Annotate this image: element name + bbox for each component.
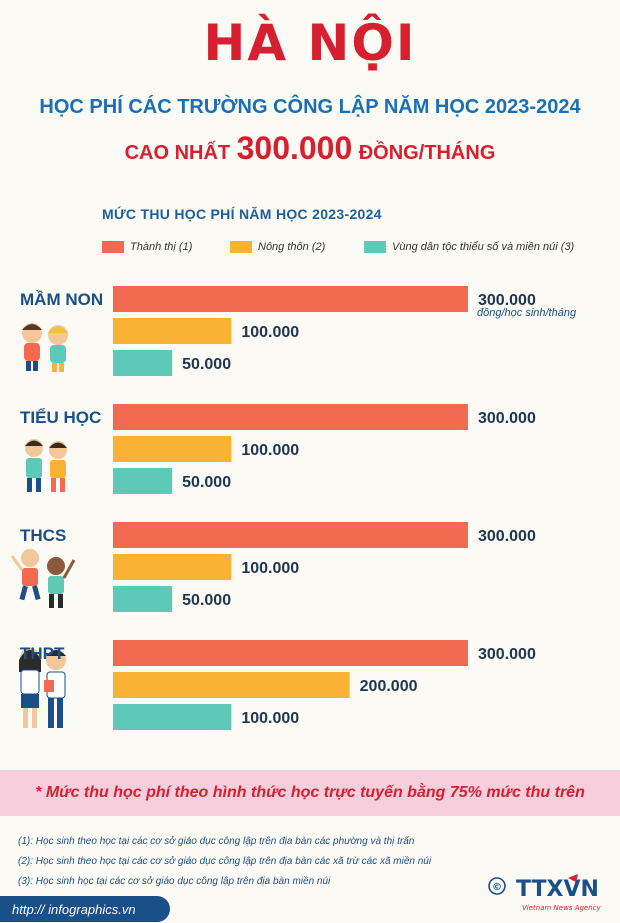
- source-link[interactable]: http:// infographics.vn: [12, 901, 136, 917]
- secondary-students-icon: [10, 549, 76, 608]
- bar: [113, 404, 468, 430]
- kindergarten-children-icon: [22, 323, 68, 372]
- bar: [113, 704, 232, 730]
- data-label: 200.000: [360, 678, 418, 695]
- bar: [113, 672, 350, 698]
- data-label: 300.000: [478, 292, 536, 309]
- legend-swatch-rural: [230, 241, 252, 253]
- bar: [113, 586, 173, 612]
- data-label: 50.000: [182, 356, 231, 373]
- data-label: 100.000: [241, 324, 299, 341]
- data-label: 300.000: [478, 528, 536, 545]
- data-label: 100.000: [241, 710, 299, 727]
- headline-prefix: CAO NHẤT: [124, 142, 231, 164]
- data-label: 50.000: [182, 474, 231, 491]
- bars-layer: MẦM NON 300.000 100.000 50.000 TIỂU HỌC 300.0…: [20, 286, 577, 730]
- chart-title: MỨC THU HỌC PHÍ NĂM HỌC 2023-2024: [102, 206, 382, 222]
- category-label: TIỂU HỌC: [20, 408, 101, 427]
- logo-tagline: Vietnam News Agency: [522, 904, 602, 912]
- source-bar: http:// infographics.vn: [0, 896, 170, 922]
- ttxvn-logo: © TTXVN Vietnam News Agency: [486, 872, 610, 918]
- headline-max-fee: CAO NHẤT 300.000 ĐỒNG/THÁNG: [0, 130, 620, 167]
- student-illustrations: [10, 323, 76, 728]
- category-label: THCS: [20, 526, 66, 545]
- bar: [113, 286, 468, 312]
- bar-chart: MẦM NON 300.000 100.000 50.000 TIỂU HỌC 300.0…: [10, 286, 577, 730]
- high-school-students-icon: [19, 648, 66, 728]
- legend-item-rural: Nông thôn (2): [230, 239, 325, 255]
- legend-item-urban: Thành thị (1): [102, 239, 192, 255]
- bar: [113, 318, 232, 344]
- bar: [113, 640, 468, 666]
- headline-value: 300.000: [236, 130, 353, 166]
- bar: [113, 554, 232, 580]
- note-3: (3): Học sinh học tại các cơ sở giáo dục…: [18, 876, 331, 887]
- logo-text: TTXVN: [516, 877, 599, 902]
- unit-annotation: đồng/học sinh/tháng: [477, 307, 577, 319]
- legend-label-rural: Nông thôn (2): [258, 241, 326, 253]
- data-label: 50.000: [182, 592, 231, 609]
- data-label: 300.000: [478, 646, 536, 663]
- copyright-mark: ©: [492, 882, 502, 893]
- legend-label-urban: Thành thị (1): [130, 241, 193, 253]
- online-fee-note: * Mức thu học phí theo hình thức học trự…: [35, 784, 585, 801]
- logo-accent-icon: [568, 874, 578, 882]
- headline-unit: ĐỒNG/THÁNG: [358, 142, 496, 164]
- category-label: MẦM NON: [20, 290, 103, 309]
- subtitle: HỌC PHÍ CÁC TRƯỜNG CÔNG LẬP NĂM HỌC 2023…: [39, 96, 581, 118]
- note-2: (2): Học sinh theo học tại các cơ sở giá…: [18, 856, 432, 867]
- legend-swatch-ethnic: [364, 241, 386, 253]
- bar: [113, 468, 173, 494]
- data-label: 300.000: [478, 410, 536, 427]
- category-label: THPT: [20, 644, 65, 663]
- legend-swatch-urban: [102, 241, 124, 253]
- data-label: 100.000: [241, 442, 299, 459]
- online-fee-note-band: * Mức thu học phí theo hình thức học trự…: [0, 770, 620, 816]
- bar: [113, 436, 232, 462]
- bar: [113, 522, 468, 548]
- page-title: HÀ NỘI: [203, 14, 417, 72]
- note-1: (1): Học sinh theo học tại các cơ sở giá…: [18, 836, 415, 847]
- legend-label-ethnic: Vùng dân tộc thiểu số và miền núi (3): [392, 241, 575, 253]
- bar: [113, 350, 173, 376]
- data-label: 100.000: [241, 560, 299, 577]
- legend-item-ethnic: Vùng dân tộc thiểu số và miền núi (3): [364, 239, 574, 255]
- primary-pupils-icon: [25, 439, 67, 492]
